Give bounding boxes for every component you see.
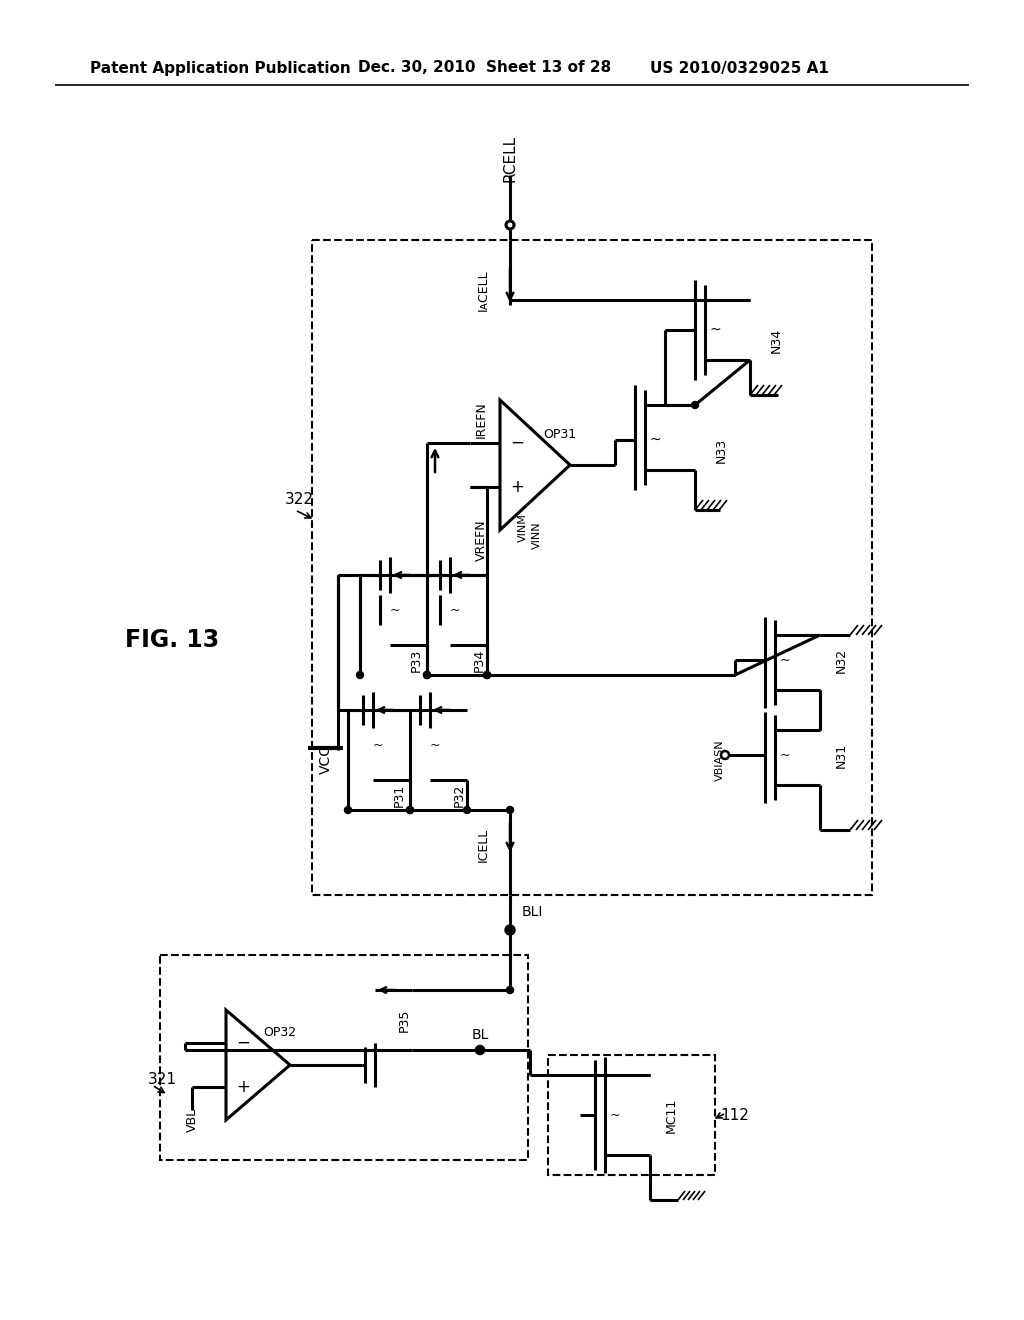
Text: N32: N32	[835, 647, 848, 673]
Text: ~: ~	[710, 323, 721, 337]
Circle shape	[356, 672, 364, 678]
Text: 321: 321	[148, 1072, 177, 1088]
Text: RCELL: RCELL	[503, 135, 517, 182]
Text: Dec. 30, 2010  Sheet 13 of 28: Dec. 30, 2010 Sheet 13 of 28	[358, 61, 611, 75]
Text: −: −	[237, 1034, 250, 1052]
Text: IREFN: IREFN	[475, 401, 488, 438]
Text: N33: N33	[715, 437, 728, 462]
Text: OP31: OP31	[543, 429, 577, 441]
Text: P35: P35	[398, 1008, 411, 1032]
Text: ~: ~	[649, 433, 660, 447]
Text: ~: ~	[373, 738, 383, 751]
Text: FIG. 13: FIG. 13	[125, 628, 219, 652]
Text: P34: P34	[473, 648, 486, 672]
Circle shape	[407, 807, 414, 813]
Text: ~: ~	[390, 603, 400, 616]
Text: BL: BL	[471, 1028, 488, 1041]
Text: VINN: VINN	[532, 521, 542, 549]
Text: 112: 112	[720, 1107, 749, 1122]
Text: US 2010/0329025 A1: US 2010/0329025 A1	[650, 61, 828, 75]
Text: VBIASN: VBIASN	[715, 739, 725, 781]
Text: Patent Application Publication: Patent Application Publication	[90, 61, 351, 75]
Text: ~: ~	[450, 603, 460, 616]
Text: VREFN: VREFN	[475, 519, 488, 561]
Text: ~: ~	[779, 653, 791, 667]
Circle shape	[483, 672, 490, 678]
Text: ~: ~	[779, 748, 791, 762]
Circle shape	[476, 1045, 484, 1053]
Text: +: +	[237, 1078, 250, 1096]
Text: 322: 322	[285, 492, 314, 507]
Text: VBL: VBL	[185, 1107, 199, 1133]
Text: ICELL: ICELL	[477, 828, 490, 862]
Circle shape	[424, 672, 430, 678]
Text: VINM: VINM	[518, 513, 528, 543]
Circle shape	[507, 807, 513, 813]
Text: N31: N31	[835, 742, 848, 767]
Text: P33: P33	[410, 648, 423, 672]
Circle shape	[505, 925, 515, 935]
Text: P32: P32	[453, 783, 466, 807]
Text: BLI: BLI	[522, 906, 544, 919]
Circle shape	[407, 807, 414, 813]
Text: N34: N34	[770, 327, 783, 352]
Circle shape	[483, 672, 490, 678]
Text: ~: ~	[430, 738, 440, 751]
Text: +: +	[510, 478, 524, 496]
Circle shape	[691, 401, 698, 408]
Circle shape	[464, 807, 470, 813]
Text: −: −	[510, 434, 524, 451]
Text: P31: P31	[393, 783, 406, 807]
Text: MC11: MC11	[665, 1097, 678, 1133]
Text: OP32: OP32	[263, 1027, 296, 1040]
Circle shape	[344, 807, 351, 813]
Text: IᴀCELL: IᴀCELL	[477, 269, 490, 310]
Circle shape	[507, 986, 513, 994]
Text: ~: ~	[609, 1109, 621, 1122]
Circle shape	[424, 672, 430, 678]
Text: VCC: VCC	[319, 746, 333, 775]
